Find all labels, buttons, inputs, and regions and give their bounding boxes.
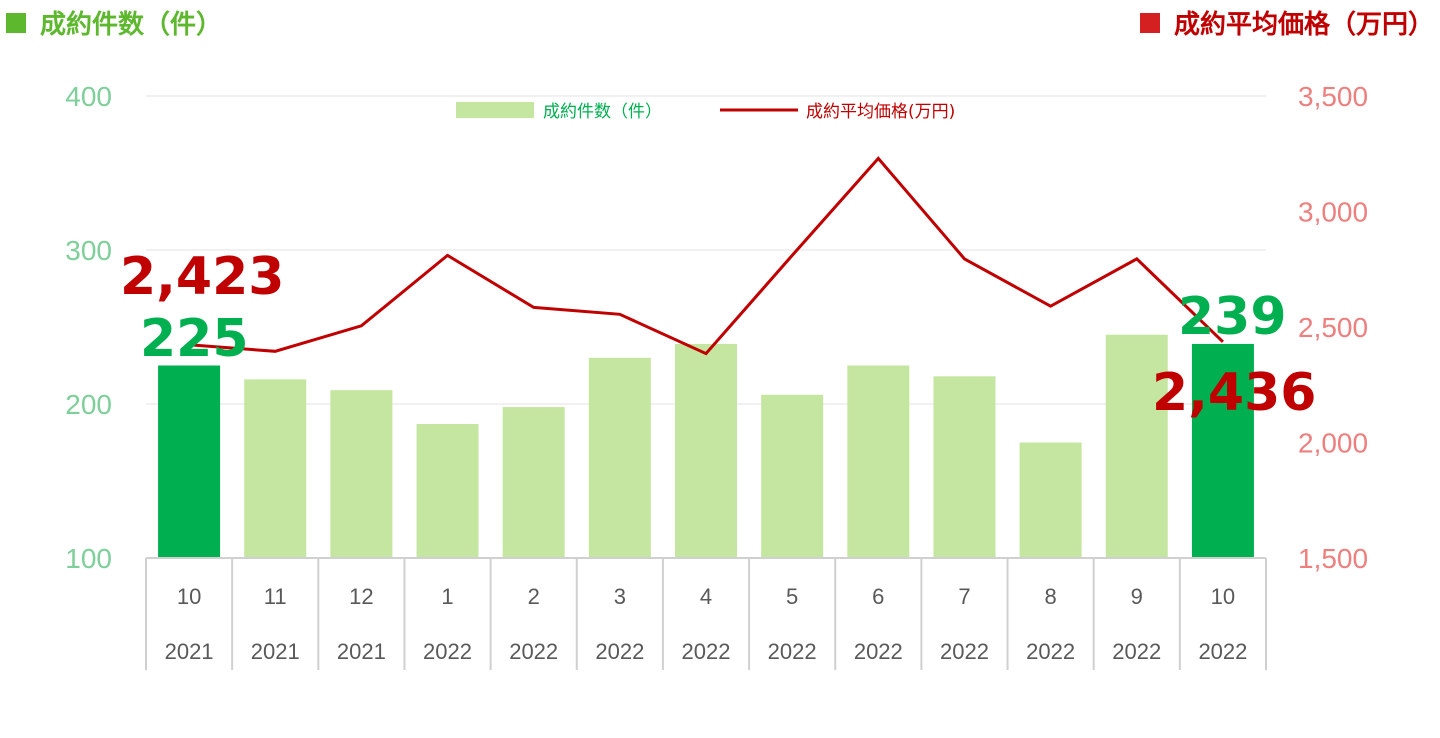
left-axis-tick-label: 300 (65, 235, 112, 266)
right-axis-tick-label: 3,000 (1298, 197, 1368, 228)
x-tick-year: 2022 (854, 639, 903, 664)
category-axis: 10 2021 11 2021 12 2021 1 2022 2 2022 3 2022 4 2022 5 2… (145, 557, 1267, 670)
left-axis-title: 成約件数（件） (6, 4, 222, 41)
right-axis-title: 成約平均価格（万円） (1139, 4, 1434, 41)
x-tick-year: 2021 (165, 639, 214, 664)
x-tick-month: 10 (177, 584, 201, 609)
left-axis-tick-label: 200 (65, 389, 112, 420)
axes: 100 200 300 400 1,500 2,000 2,500 3,000 3,500 (65, 81, 1368, 574)
left-axis-title-text: 成約件数（件） (40, 10, 223, 40)
bar (502, 407, 565, 558)
x-tick-month: 6 (872, 584, 884, 609)
bar (847, 365, 910, 558)
right-axis-tick-label: 2,000 (1298, 428, 1368, 459)
bar (1191, 343, 1254, 558)
right-axis-tick-label: 3,500 (1298, 81, 1368, 112)
right-axis-tick-label: 2,500 (1298, 312, 1368, 343)
x-tick-month: 4 (700, 584, 712, 609)
right-axis-tick-label: 1,500 (1298, 543, 1368, 574)
x-tick-year: 2021 (251, 639, 300, 664)
x-tick-month: 3 (614, 584, 626, 609)
bar (244, 379, 307, 558)
callout-first-count: 225 (140, 309, 249, 369)
callout-last-price: 2,436 (1152, 363, 1316, 423)
right-axis-title-text: 成約平均価格（万円） (1173, 10, 1434, 40)
x-tick-year: 2022 (682, 639, 731, 664)
red-square-icon (1139, 12, 1160, 33)
price-line (188, 156, 1224, 356)
legend-bar-label: 成約件数（件） (543, 102, 662, 122)
bar (158, 365, 221, 558)
x-tick-year: 2022 (1198, 639, 1247, 664)
x-tick-month: 8 (1044, 584, 1056, 609)
callout-first-price: 2,423 (120, 247, 284, 307)
bar (1019, 442, 1082, 558)
x-tick-month: 9 (1131, 584, 1143, 609)
left-axis-tick-label: 100 (65, 543, 112, 574)
x-tick-year: 2021 (337, 639, 386, 664)
bar (588, 357, 651, 558)
x-tick-year: 2022 (509, 639, 558, 664)
green-square-icon (6, 12, 26, 33)
callout-last-count: 239 (1178, 287, 1287, 347)
x-tick-year: 2022 (423, 639, 472, 664)
x-tick-year: 2022 (768, 639, 817, 664)
x-tick-month: 11 (264, 584, 287, 609)
x-tick-year: 2022 (1112, 639, 1161, 664)
bar (761, 394, 824, 558)
bar (1105, 334, 1168, 558)
x-tick-month: 10 (1211, 584, 1235, 609)
x-tick-year: 2022 (940, 639, 989, 664)
x-tick-month: 5 (786, 584, 798, 609)
x-tick-year: 2022 (595, 639, 644, 664)
bar-series (158, 334, 1254, 558)
legend-bar-swatch (456, 102, 534, 118)
x-tick-year: 2022 (1026, 639, 1075, 664)
bar (330, 390, 393, 558)
legend-line-label: 成約平均価格(万円) (806, 102, 955, 122)
bar (675, 343, 737, 558)
callouts: 2,423 225 239 2,436 (120, 247, 1316, 423)
bar (416, 424, 479, 558)
x-tick-month: 2 (528, 584, 540, 609)
x-tick-month: 12 (349, 584, 373, 609)
legend: 成約件数（件） 成約平均価格(万円) (456, 102, 955, 122)
x-tick-month: 1 (441, 584, 453, 609)
left-axis-tick-label: 400 (65, 81, 112, 112)
line-series (188, 156, 1224, 356)
x-tick-month: 7 (958, 584, 970, 609)
bar (933, 376, 996, 558)
